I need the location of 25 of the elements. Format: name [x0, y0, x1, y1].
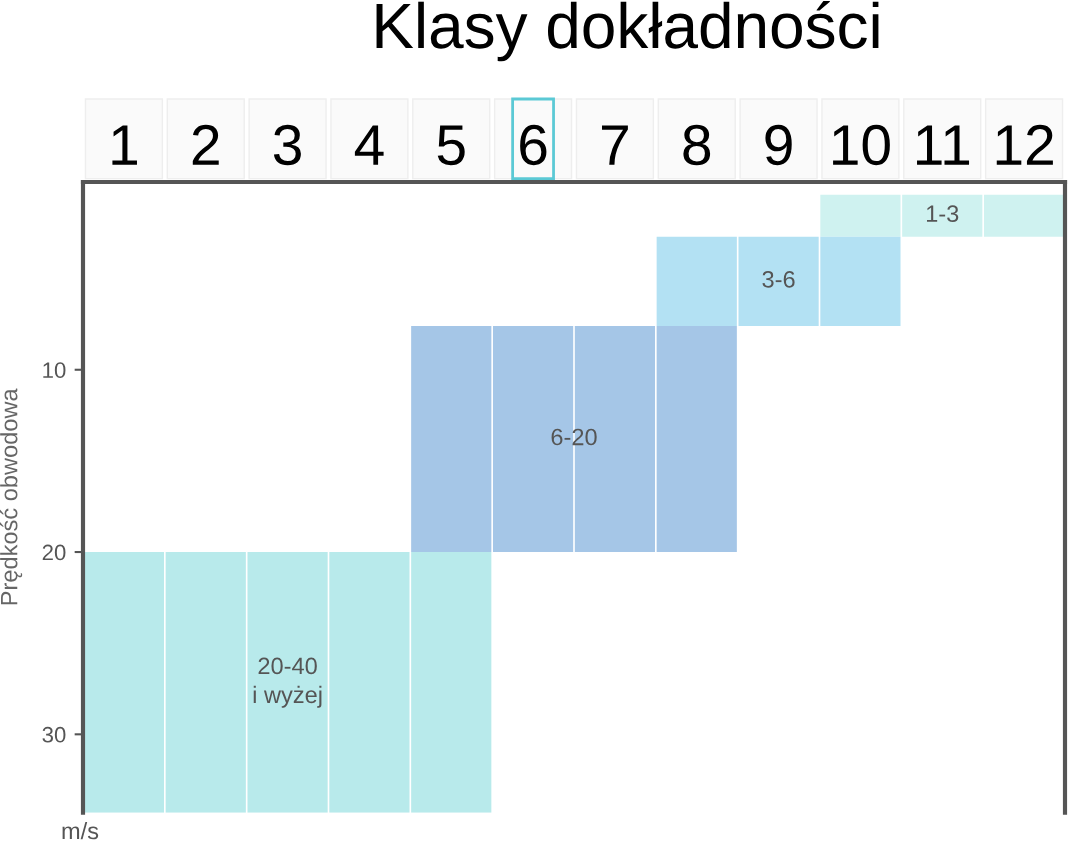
y-tick-label: 20 — [42, 544, 66, 561]
x-tick-label: 7 — [602, 125, 628, 165]
bar — [983, 194, 1065, 237]
series-label: 3-6 — [762, 270, 795, 288]
x-tick-label: 5 — [437, 125, 465, 166]
y-axis-title: Prędkość obwodowa — [0, 388, 23, 605]
x-tick-label: 11 — [917, 125, 970, 165]
x-tick-label: 2 — [192, 124, 219, 165]
x-tick-label: 9 — [765, 124, 792, 166]
text: m/s — [62, 821, 99, 840]
x-tick-label: 8 — [683, 124, 711, 166]
y-tick-label: 30 — [42, 726, 66, 743]
bar — [411, 326, 492, 553]
x-tick-label: 12 — [996, 124, 1053, 165]
series-label: 6-20 — [551, 428, 597, 446]
x-tick-label: 6 — [520, 124, 547, 166]
x-tick-label: 3 — [273, 124, 301, 166]
series-label: 1-3 — [926, 205, 959, 223]
x-tick-label: 10 — [833, 124, 890, 166]
x-tick-label: 1 — [112, 125, 137, 165]
x-tick-label: 4 — [354, 125, 384, 165]
bar — [656, 326, 737, 553]
chart-title: Klasy dokładności — [376, 0, 879, 62]
series-label: 20-40 i wyżej — [253, 657, 322, 708]
y-tick-label: 10 — [43, 362, 66, 379]
